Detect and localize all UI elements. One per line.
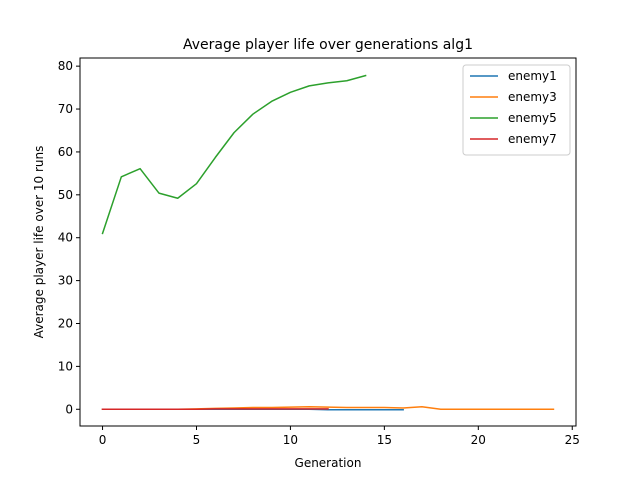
chart-title: Average player life over generations alg… xyxy=(183,37,473,53)
y-axis-label: Average player life over 10 runs xyxy=(32,146,46,339)
y-tick-label: 60 xyxy=(58,145,73,159)
x-tick-label: 0 xyxy=(99,433,107,447)
y-tick-label: 20 xyxy=(58,316,73,330)
series-layer xyxy=(101,74,555,411)
legend-label-enemy3: enemy3 xyxy=(508,90,557,104)
y-tick-label: 70 xyxy=(58,102,73,116)
y-tick-label: 80 xyxy=(58,59,73,73)
x-tick-label: 10 xyxy=(283,433,298,447)
x-tick-label: 25 xyxy=(565,433,580,447)
y-tick-label: 40 xyxy=(58,231,73,245)
x-tick-label: 15 xyxy=(377,433,392,447)
y-tick-label: 30 xyxy=(58,274,73,288)
legend: enemy1 enemy3 enemy5 enemy7 xyxy=(462,64,571,156)
x-axis: 0 5 10 15 20 25 xyxy=(99,426,580,447)
legend-label-enemy1: enemy1 xyxy=(508,69,557,83)
legend-label-enemy7: enemy7 xyxy=(508,132,557,146)
plot-frame xyxy=(79,57,577,427)
y-axis: 0 10 20 30 40 50 60 70 80 xyxy=(58,59,80,416)
y-tick-label: 10 xyxy=(58,359,73,373)
plot-area: 0 5 10 15 20 25 0 10 20 30 40 50 60 70 80 xyxy=(58,57,580,447)
y-tick-label: 50 xyxy=(58,188,73,202)
series-line-enemy5 xyxy=(101,74,367,235)
legend-box xyxy=(462,64,571,156)
x-tick-label: 5 xyxy=(193,433,201,447)
y-tick-label: 0 xyxy=(65,402,73,416)
legend-label-enemy5: enemy5 xyxy=(508,111,557,125)
x-tick-label: 20 xyxy=(471,433,486,447)
x-axis-label: Generation xyxy=(295,456,362,470)
